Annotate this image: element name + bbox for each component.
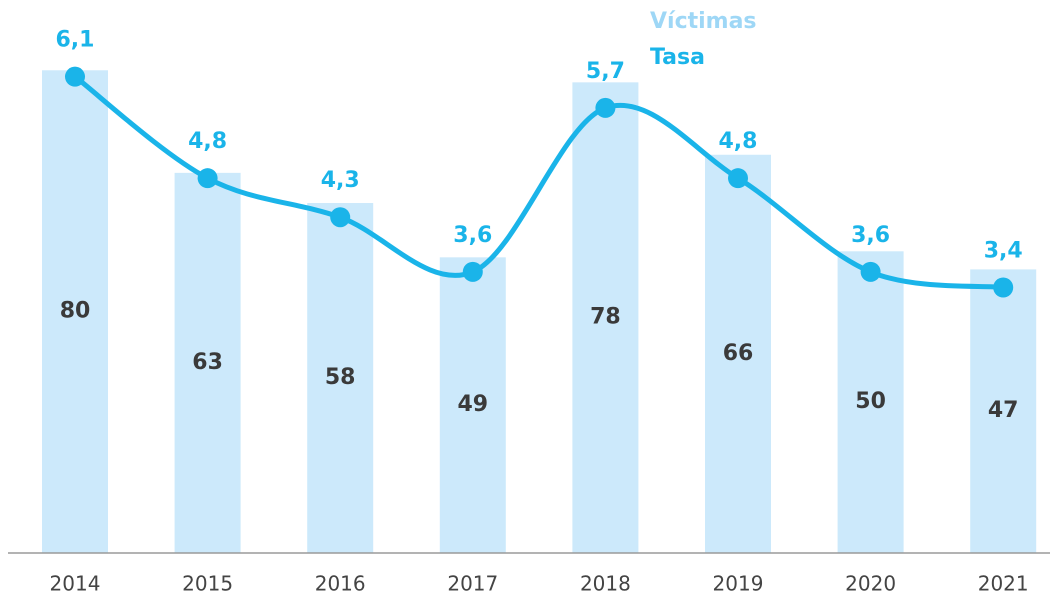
x-tick-label: 2020 (845, 572, 896, 596)
bar (837, 251, 904, 553)
x-tick-label: 2016 (315, 572, 366, 596)
line-value-label: 3,6 (851, 223, 890, 248)
legend-entry: Tasa (650, 45, 705, 70)
line-marker (197, 168, 218, 189)
bar (572, 82, 639, 553)
line-value-label: 4,3 (321, 168, 360, 193)
line-value-label: 6,1 (56, 28, 95, 53)
x-tick-label: 2019 (713, 572, 764, 596)
line-value-label: 3,6 (453, 223, 492, 248)
bar-value-label: 58 (325, 365, 356, 390)
bar (174, 172, 241, 553)
bar (705, 154, 771, 553)
bar (307, 203, 374, 554)
bar-value-label: 50 (855, 389, 886, 414)
bar-value-label: 63 (192, 350, 223, 375)
x-tick-label: 2014 (50, 572, 101, 596)
line-value-label: 3,4 (984, 239, 1023, 264)
line-marker (65, 66, 85, 87)
x-tick-label: 2021 (978, 572, 1029, 596)
line (73, 74, 1004, 290)
line-marker (860, 261, 881, 282)
line-marker (462, 261, 483, 282)
x-tick-label: 2017 (447, 572, 498, 596)
line-value-label: 4,8 (188, 129, 227, 154)
bar-value-label: 78 (590, 305, 621, 330)
line-value-label: 4,8 (719, 129, 758, 154)
line-marker (330, 207, 351, 228)
line-value-label: 5,7 (586, 59, 625, 84)
legend-entry: Víctimas (650, 9, 757, 34)
line-marker (595, 97, 616, 118)
bar (970, 269, 1037, 553)
line-marker (728, 168, 748, 189)
bar-value-label: 66 (723, 341, 754, 366)
bar-value-label: 49 (457, 392, 488, 417)
bar (42, 70, 108, 553)
bar (439, 257, 506, 553)
bar-value-label: 80 (60, 299, 91, 324)
bar-value-label: 47 (988, 398, 1019, 423)
line-marker (993, 277, 1014, 298)
x-tick-label: 2015 (182, 572, 233, 596)
x-tick-label: 2018 (580, 572, 631, 596)
